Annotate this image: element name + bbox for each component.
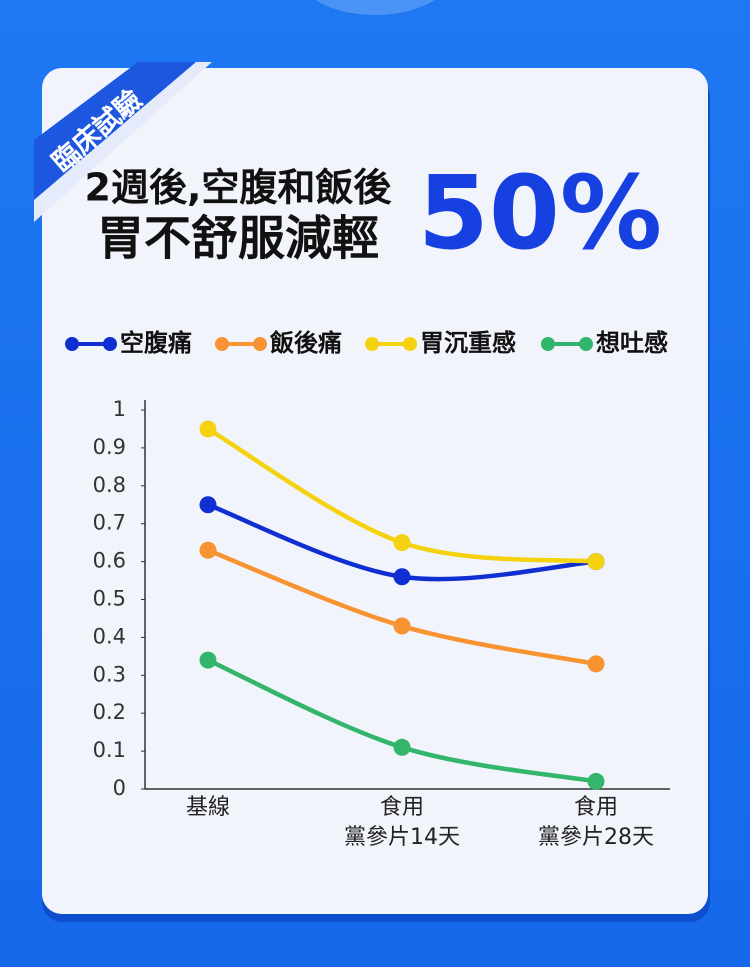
y-tick-label: 0.8 xyxy=(93,473,126,497)
x-tick-label: 食用黨參片14天 xyxy=(344,795,460,850)
legend-label: 胃沉重感 xyxy=(420,329,516,357)
data-point xyxy=(199,496,217,514)
y-tick-label: 0 xyxy=(113,776,126,800)
y-tick-label: 0.1 xyxy=(93,738,126,762)
legend-dot xyxy=(65,337,79,351)
data-point xyxy=(393,738,411,756)
y-tick-label: 0.7 xyxy=(93,511,126,535)
data-point xyxy=(587,772,605,790)
legend-label: 飯後痛 xyxy=(269,329,342,357)
legend-dot xyxy=(579,337,593,351)
y-tick-label: 0.4 xyxy=(93,624,126,648)
data-point xyxy=(393,617,411,635)
data-point xyxy=(393,568,411,586)
legend-dot xyxy=(215,337,229,351)
x-tick-label-line: 食用 xyxy=(574,795,618,820)
data-point xyxy=(199,420,217,438)
data-point xyxy=(587,553,605,571)
legend-dot xyxy=(365,337,379,351)
legend-label: 想吐感 xyxy=(596,329,668,357)
x-tick-label: 食用黨參片28天 xyxy=(538,795,654,850)
y-tick-label: 0.2 xyxy=(93,700,126,724)
legend-dot xyxy=(103,337,117,351)
card xyxy=(42,68,708,914)
data-point xyxy=(199,651,217,669)
badge-ribbon-back xyxy=(34,62,212,222)
y-tick-label: 0.9 xyxy=(93,435,126,459)
headline-line: 胃不舒服減輕 xyxy=(97,212,379,267)
x-tick-label-line: 黨參片14天 xyxy=(344,825,460,850)
data-point xyxy=(587,655,605,673)
highlight: 50% xyxy=(418,154,662,273)
badge-ribbon xyxy=(34,62,196,200)
data-point xyxy=(199,541,217,559)
x-tick-label-line: 基線 xyxy=(186,795,230,820)
x-tick-label-line: 食用 xyxy=(380,795,424,820)
y-tick-label: 0.5 xyxy=(93,587,126,611)
x-tick-label: 基線 xyxy=(186,795,230,820)
legend-label: 空腹痛 xyxy=(120,329,192,357)
legend-dot xyxy=(253,337,267,351)
headline-line: 2週後,空腹和飯後 xyxy=(85,166,393,210)
y-tick-label: 0.6 xyxy=(93,549,126,573)
legend-dot xyxy=(541,337,555,351)
y-tick-label: 0.3 xyxy=(93,662,126,686)
chart: 空腹痛 飯後痛 胃沉重感 想吐感 0 0.1 0.2 0.3 0.4 0.5 0.6 0.7 0.8 0.… xyxy=(65,329,670,850)
top-glow xyxy=(315,0,435,15)
x-tick-label-line: 黨參片28天 xyxy=(538,825,654,850)
data-point xyxy=(393,534,411,552)
y-tick-label: 1 xyxy=(113,397,126,421)
legend-dot xyxy=(403,337,417,351)
